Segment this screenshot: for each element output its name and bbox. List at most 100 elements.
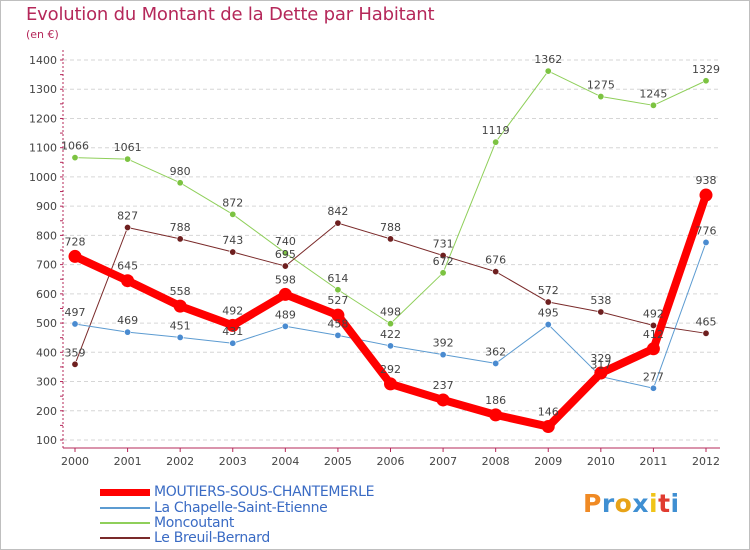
- legend-swatch: [100, 507, 150, 509]
- legend-label: La Chapelle-Saint-Etienne: [154, 500, 328, 516]
- data-point: [229, 210, 237, 218]
- legend-swatch: [100, 522, 150, 524]
- data-point: [121, 274, 135, 288]
- data-label: 1362: [534, 53, 562, 66]
- data-point: [594, 366, 608, 380]
- data-point: [386, 235, 394, 243]
- data-point: [544, 321, 552, 329]
- data-label: 498: [380, 306, 401, 319]
- data-point: [597, 308, 605, 316]
- data-label: 743: [222, 234, 243, 247]
- data-point: [492, 359, 500, 367]
- data-labels: 1066 1061 980 872 740 614 498 672 1119 1362 1275 12…: [61, 53, 720, 418]
- data-label: 392: [433, 337, 454, 350]
- data-label: 731: [433, 238, 454, 251]
- data-point: [439, 351, 447, 359]
- y-tick-label: 700: [36, 259, 57, 272]
- data-label: 728: [65, 235, 86, 248]
- logo-letter: r: [601, 489, 615, 518]
- logo-letter: i: [670, 489, 680, 518]
- series-le-breuil-bernard: [71, 219, 710, 368]
- logo-letter: P: [583, 489, 602, 518]
- proxiti-logo: Proxiti: [583, 489, 680, 518]
- data-point: [492, 138, 500, 146]
- data-point: [646, 342, 660, 356]
- data-label: 1061: [114, 141, 142, 154]
- y-tick-label: 1200: [29, 112, 57, 125]
- data-label: 237: [433, 379, 454, 392]
- data-label: 645: [117, 260, 138, 273]
- x-tick-label: 2000: [61, 455, 89, 468]
- x-tick-label: 2011: [639, 455, 667, 468]
- data-label: 469: [117, 314, 138, 327]
- data-point: [176, 179, 184, 187]
- data-point: [226, 318, 240, 332]
- legend-item-le-breuil-bernard[interactable]: Le Breuil-Bernard: [100, 530, 270, 546]
- logo-letter: i: [649, 489, 659, 518]
- chart-subtitle: (en €): [26, 28, 59, 41]
- logo-letter: t: [658, 489, 671, 518]
- x-tick-label: 2007: [429, 455, 457, 468]
- legend-item-moncoutant[interactable]: Moncoutant: [100, 515, 234, 531]
- data-point: [489, 408, 503, 422]
- data-point: [176, 333, 184, 341]
- data-label: 614: [327, 272, 348, 285]
- x-tick-label: 2008: [482, 455, 510, 468]
- data-point: [334, 219, 342, 227]
- y-tick-label: 1400: [29, 54, 57, 67]
- data-point: [331, 308, 345, 322]
- logo-letter: x: [632, 489, 649, 518]
- data-label: 788: [170, 221, 191, 234]
- data-label: 842: [327, 205, 348, 218]
- legend-label: Moncoutant: [154, 515, 235, 531]
- data-label: 788: [380, 221, 401, 234]
- data-label: 458: [327, 317, 348, 330]
- data-label: 146: [538, 406, 559, 419]
- y-tick-label: 100: [36, 434, 57, 447]
- data-point: [384, 377, 397, 391]
- legend-item-la-chapelle-saint-etienne[interactable]: La Chapelle-Saint-Etienne: [100, 500, 328, 516]
- data-point: [124, 223, 132, 231]
- data-point: [702, 238, 710, 246]
- x-tick-label: 2002: [166, 455, 194, 468]
- data-label: 277: [643, 370, 664, 383]
- y-tick-label: 600: [36, 288, 57, 301]
- data-point: [281, 249, 289, 257]
- data-point: [68, 249, 82, 263]
- data-point: [492, 268, 500, 276]
- legend-label: Le Breuil-Bernard: [154, 530, 270, 546]
- chart-title: Evolution du Montant de la Dette par Hab…: [26, 4, 435, 25]
- data-point: [71, 320, 79, 328]
- data-label: 938: [696, 174, 717, 187]
- axes: 100 200 300 400 500 600 700 800 900 1000 1100 1200 1…: [29, 50, 720, 468]
- data-point: [173, 299, 187, 313]
- legend-swatch: [100, 488, 150, 496]
- y-tick-label: 400: [36, 346, 57, 359]
- series-lines: [68, 67, 713, 434]
- data-label: 492: [222, 304, 243, 317]
- x-tick-label: 2001: [114, 455, 142, 468]
- data-point: [702, 329, 710, 337]
- legend-label: MOUTIERS-SOUS-CHANTEMERLE: [154, 484, 375, 500]
- data-point: [597, 93, 605, 101]
- data-point: [544, 298, 552, 306]
- x-tick-label: 2005: [324, 455, 352, 468]
- data-label: 672: [433, 255, 454, 268]
- data-point: [702, 77, 710, 85]
- data-label: 776: [696, 224, 717, 237]
- data-point: [124, 155, 132, 163]
- legend-item-moutiers-sous-chantemerle[interactable]: MOUTIERS-SOUS-CHANTEMERLE: [100, 484, 374, 500]
- x-tick-label: 2004: [271, 455, 299, 468]
- data-point: [334, 286, 342, 294]
- data-label: 676: [485, 254, 506, 267]
- data-label: 1275: [587, 79, 615, 92]
- series-moncoutant: [71, 67, 710, 328]
- data-label: 362: [485, 345, 506, 358]
- data-label: 1245: [639, 87, 667, 100]
- x-tick-label: 2012: [692, 455, 720, 468]
- data-point: [386, 320, 394, 328]
- data-label: 465: [696, 315, 717, 328]
- data-label: 740: [275, 235, 296, 248]
- data-point: [649, 101, 657, 109]
